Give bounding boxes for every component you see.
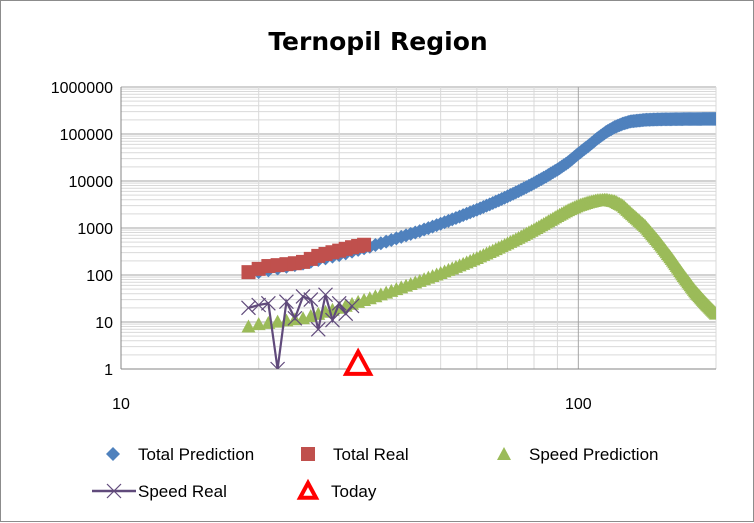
legend-label: Total Real (333, 445, 409, 464)
legend-label: Speed Real (138, 482, 227, 501)
y-tick-label: 1000000 (51, 80, 113, 97)
legend-marker (497, 447, 511, 460)
speed-real-point (287, 310, 303, 326)
x-tick-label: 10 (112, 396, 130, 413)
speed-prediction-point (241, 319, 256, 333)
speed-real-point (251, 297, 267, 313)
total-real-point (357, 237, 372, 252)
y-tick-label: 1000 (77, 221, 113, 238)
y-tick-label: 10 (95, 315, 113, 332)
y-tick-label: 100 (86, 268, 113, 285)
legend-marker (301, 447, 315, 461)
speed-real-point (344, 298, 360, 314)
today-layer (342, 347, 374, 376)
speed-real-line (248, 294, 353, 369)
legend-item-speed-prediction: Speed Prediction (497, 445, 658, 464)
series-total-real (241, 237, 372, 280)
speed-real-point (325, 312, 340, 328)
speed-real-point (338, 306, 354, 322)
legend-marker (106, 483, 122, 499)
series-speed-real (241, 287, 360, 369)
speed-prediction-point (709, 306, 716, 320)
legend: Total Prediction Total Real Speed Predicti… (92, 445, 658, 501)
x-tick-labels: 10 100 (112, 396, 592, 413)
legend-label: Speed Prediction (529, 445, 658, 464)
speed-real-point (279, 294, 294, 310)
series-today (342, 347, 374, 376)
speed-real-point (318, 287, 333, 303)
legend-label: Today (331, 482, 377, 501)
legend-item-total-real: Total Real (301, 445, 409, 464)
speed-real-point (260, 295, 276, 311)
legend-marker (106, 447, 120, 461)
speed-real-point (270, 361, 286, 369)
speed-real-point (295, 289, 311, 304)
series-total-prediction (251, 111, 716, 280)
y-tick-label: 100000 (60, 127, 113, 144)
today-point (342, 347, 374, 376)
y-tick-label: 10000 (69, 174, 114, 191)
y-tick-labels: 1 10 100 1000 10000 100000 1000000 (51, 80, 113, 379)
legend-item-speed-real: Speed Real (92, 482, 227, 501)
legend-item-total-prediction: Total Prediction (106, 445, 254, 464)
chart-title: Ternopil Region (268, 27, 487, 56)
legend-label: Total Prediction (138, 445, 254, 464)
total-prediction-point (709, 111, 716, 126)
speed-real-point (303, 292, 319, 307)
speed-real-point (331, 295, 347, 311)
legend-marker (296, 478, 320, 500)
speed-prediction-point (251, 317, 266, 331)
x-tick-label: 100 (565, 396, 592, 413)
axes (120, 87, 716, 370)
y-tick-label: 1 (104, 362, 113, 379)
legend-item-today: Today (296, 478, 377, 501)
series-layer (241, 111, 716, 369)
speed-real-point (241, 300, 256, 316)
speed-real-point (310, 321, 326, 337)
